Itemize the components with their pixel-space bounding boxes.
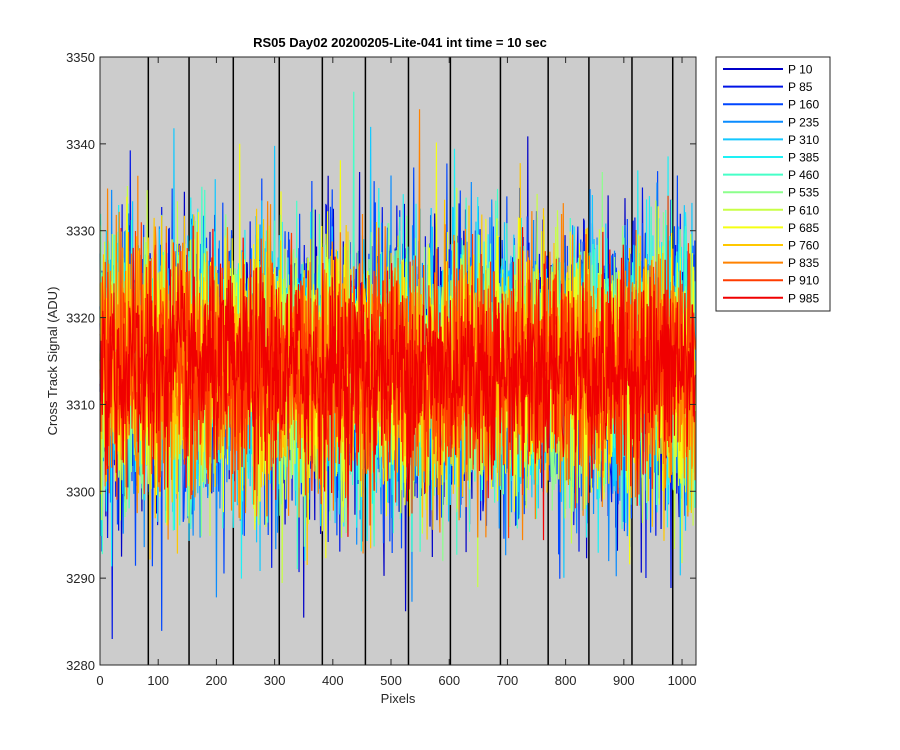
x-tick-label-800: 800 <box>555 673 577 688</box>
y-tick-label-3300: 3300 <box>66 484 95 499</box>
y-tick-label-3280: 3280 <box>66 658 95 673</box>
y-tick-label-3350: 3350 <box>66 50 95 65</box>
x-tick-label-900: 900 <box>613 673 635 688</box>
chart-title: RS05 Day02 20200205-Lite-041 int time = … <box>253 35 547 50</box>
y-tick-label-3320: 3320 <box>66 311 95 326</box>
plot-frame <box>99 56 697 666</box>
legend-label-4: P 310 <box>788 133 819 147</box>
x-tick-label-700: 700 <box>497 673 519 688</box>
legend-box <box>715 56 831 312</box>
y-axis-label: Cross Track Signal (ADU) <box>45 287 60 436</box>
x-tick-label-100: 100 <box>147 673 169 688</box>
y-tick-label-3310: 3310 <box>66 397 95 412</box>
x-tick-label-300: 300 <box>264 673 286 688</box>
legend-label-6: P 460 <box>788 168 819 182</box>
series-group <box>99 91 697 639</box>
legend-label-8: P 610 <box>788 203 819 217</box>
legend-label-9: P 685 <box>788 221 819 235</box>
legend-label-0: P 10 <box>788 63 813 77</box>
y-tick-label-3340: 3340 <box>66 137 95 152</box>
legend-label-5: P 385 <box>788 151 819 165</box>
x-tick-label-500: 500 <box>380 673 402 688</box>
legend-label-2: P 160 <box>788 98 819 112</box>
x-tick-label-400: 400 <box>322 673 344 688</box>
legend-label-3: P 235 <box>788 115 819 129</box>
legend-label-1: P 85 <box>788 80 813 94</box>
legend: P 10 P 85 P 160 P 235 P 310 P 385 P 460 P 535 P … <box>715 56 831 312</box>
x-tick-label-1000: 1000 <box>668 673 697 688</box>
legend-label-10: P 760 <box>788 239 819 253</box>
legend-label-13: P 985 <box>788 291 819 305</box>
legend-label-12: P 910 <box>788 274 819 288</box>
y-tick-label-3330: 3330 <box>66 224 95 239</box>
x-tick-label-600: 600 <box>438 673 460 688</box>
y-axis-ticks: 3280 3290 3300 3310 3320 3330 3340 3350 <box>66 50 696 673</box>
x-tick-label-200: 200 <box>206 673 228 688</box>
x-axis-ticks: 0 100 200 300 400 500 600 700 800 900 1000 <box>96 57 696 688</box>
legend-label-7: P 535 <box>788 186 819 200</box>
series-line-p985 <box>99 225 697 541</box>
y-tick-label-3290: 3290 <box>66 571 95 586</box>
x-axis-label: Pixels <box>381 691 416 706</box>
legend-label-11: P 835 <box>788 256 819 270</box>
x-tick-label-0: 0 <box>96 673 103 688</box>
